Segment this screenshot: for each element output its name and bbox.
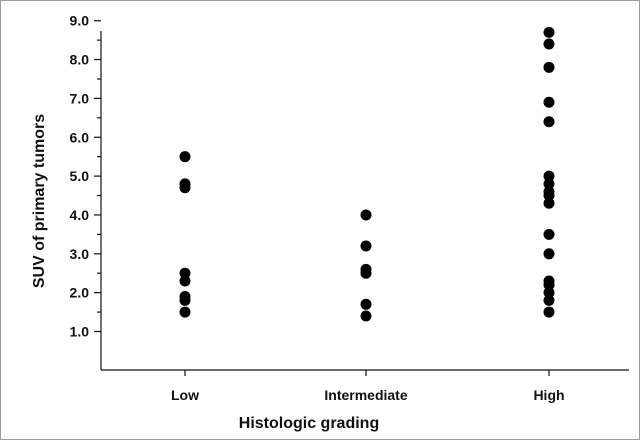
data-point-high [543,306,555,318]
data-point-low [179,182,191,194]
data-point-high [543,170,555,182]
y-tick-label: 4.0 [70,207,90,223]
y-tick-label: 9.0 [70,13,90,29]
data-point-high [543,228,555,240]
data-point-intermediate [360,267,372,279]
x-tick-label: High [533,387,564,403]
data-point-high [543,178,555,190]
data-points [179,26,555,322]
data-point-high [543,96,555,108]
x-axis-title: Histologic grading [239,415,379,432]
data-point-intermediate [360,310,372,322]
data-point-intermediate [360,298,372,310]
y-axis-ticks: 1.0 2.0 3.0 4.0 5.0 6.0 7.0 8.0 9.0 [70,13,101,340]
y-tick-label: 2.0 [70,285,90,301]
y-axis-title: SUV of primary tumors [31,114,48,288]
x-axis-ticks: Low Intermediate High [171,370,565,403]
y-tick-label: 8.0 [70,52,90,68]
data-point-low [179,294,191,306]
data-point-intermediate [360,240,372,252]
data-point-low [179,267,191,279]
x-tick-label: Low [171,387,199,403]
data-point-high [543,287,555,299]
data-point-high [543,38,555,50]
y-tick-label: 6.0 [70,129,90,145]
data-point-high [543,116,555,128]
data-point-high [543,61,555,73]
y-tick-label: 5.0 [70,168,90,184]
y-tick-label: 1.0 [70,324,90,340]
data-point-high [543,294,555,306]
data-point-high [543,279,555,291]
data-point-low [179,275,191,287]
data-point-low [179,151,191,163]
data-point-low [179,306,191,318]
data-point-intermediate [360,209,372,221]
data-point-high [543,26,555,38]
data-point-high [543,197,555,209]
x-tick-label: Intermediate [324,387,407,403]
data-point-high [543,248,555,260]
y-tick-label: 7.0 [70,90,90,106]
y-tick-label: 3.0 [70,246,90,262]
data-point-high [543,190,555,202]
